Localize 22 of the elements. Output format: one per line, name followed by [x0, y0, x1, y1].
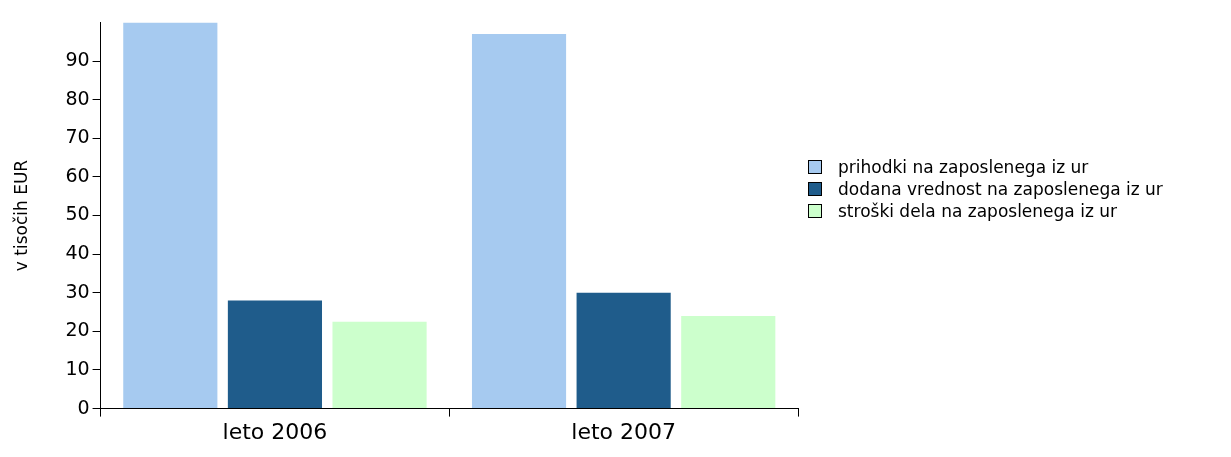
y-tick-label: 20: [65, 318, 90, 341]
bar: [576, 292, 671, 409]
y-tick-label: 80: [65, 86, 90, 109]
y-tick-label: 40: [65, 241, 90, 264]
bar: [332, 321, 427, 409]
y-tick-label: 60: [65, 163, 90, 186]
legend-label: dodana vrednost na zaposlenega iz ur: [838, 177, 1163, 200]
y-tick-label: 70: [65, 125, 90, 148]
y-tick-label: 0: [77, 395, 90, 418]
legend-label: stroški dela na zaposlenega iz ur: [838, 199, 1117, 222]
y-tick-label: 50: [65, 202, 90, 225]
bar: [227, 300, 323, 409]
x-tick-label: leto 2006: [222, 418, 328, 444]
bar: [471, 33, 567, 409]
bar: [681, 315, 776, 409]
y-axis-title: v tisočih EUR: [10, 159, 31, 272]
bar: [123, 22, 218, 409]
legend-label: prihodki na zaposlenega iz ur: [838, 155, 1089, 178]
y-tick-label: 30: [65, 279, 90, 302]
y-tick-label: 90: [65, 47, 90, 70]
x-tick-label: leto 2007: [571, 418, 676, 444]
y-tick-label: 10: [65, 356, 90, 379]
